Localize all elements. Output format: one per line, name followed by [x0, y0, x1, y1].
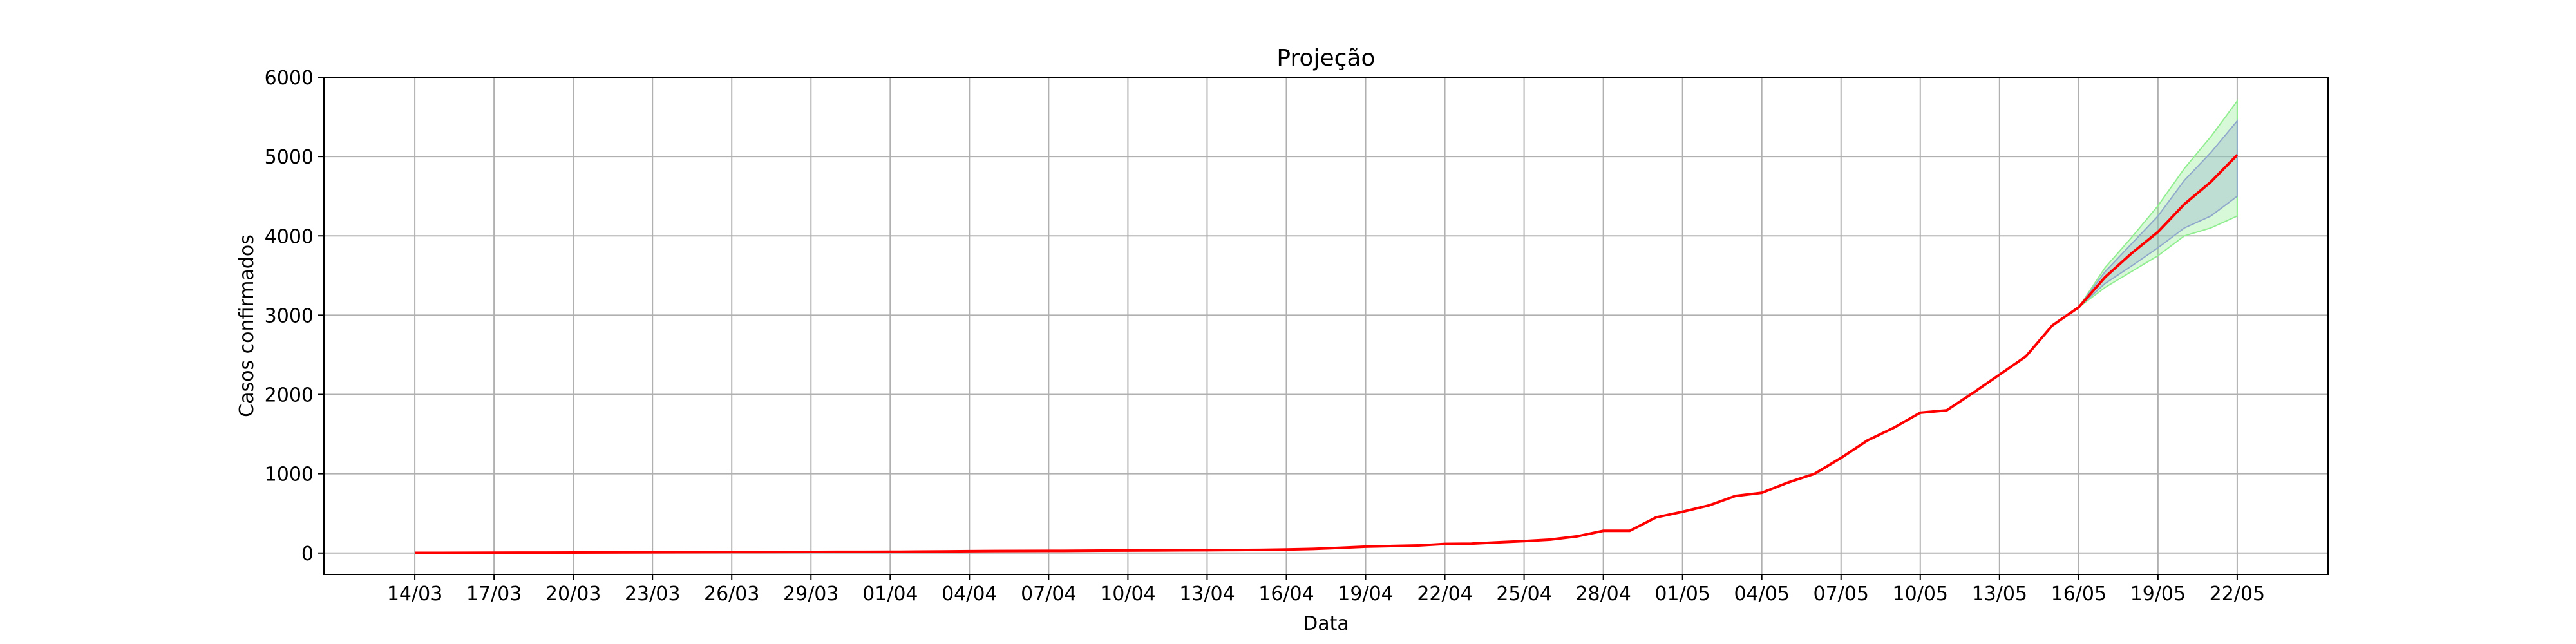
x-tick-label: 23/03 — [625, 583, 680, 605]
x-tick-label: 10/05 — [1893, 583, 1948, 605]
y-tick-label: 5000 — [265, 146, 314, 169]
y-tick-label: 6000 — [265, 67, 314, 90]
y-tick-label: 1000 — [265, 464, 314, 486]
chart-title: Projeção — [1276, 45, 1375, 71]
y-tick-label: 4000 — [265, 225, 314, 248]
x-tick-label: 04/05 — [1734, 583, 1789, 605]
x-tick-label: 17/03 — [466, 583, 522, 605]
x-tick-label: 13/05 — [1972, 583, 2027, 605]
confidence-band — [2078, 118, 2238, 308]
x-tick-label: 19/05 — [2130, 583, 2186, 605]
x-tick-label: 16/05 — [2051, 583, 2107, 605]
x-tick-label: 14/03 — [387, 583, 442, 605]
x-tick-label: 22/04 — [1417, 583, 1472, 605]
x-tick-label: 20/03 — [545, 583, 601, 605]
x-axis-label: Data — [1303, 612, 1349, 635]
plot-frame — [323, 77, 2329, 575]
x-tick-label: 01/04 — [862, 583, 918, 605]
x-tick-label: 10/04 — [1100, 583, 1155, 605]
x-tick-label: 28/04 — [1575, 583, 1631, 605]
x-tick-label: 25/04 — [1496, 583, 1551, 605]
x-tick-label: 13/04 — [1179, 583, 1235, 605]
x-tick-label: 29/03 — [783, 583, 838, 605]
line-series — [415, 154, 2239, 554]
y-tick-label: 0 — [301, 543, 314, 565]
x-tick-label: 22/05 — [2210, 583, 2265, 605]
x-tick-label: 16/04 — [1258, 583, 1314, 605]
x-tick-label: 07/04 — [1021, 583, 1076, 605]
y-tick-label: 3000 — [265, 305, 314, 327]
x-tick-label: 26/03 — [704, 583, 759, 605]
x-tick-label: 04/04 — [942, 583, 997, 605]
x-tick-label: 07/05 — [1814, 583, 1869, 605]
y-axis-label: Casos confirmados — [236, 234, 258, 417]
x-tick-label: 19/04 — [1338, 583, 1393, 605]
y-tick-label: 2000 — [265, 384, 314, 407]
x-tick-label: 01/05 — [1654, 583, 1710, 605]
